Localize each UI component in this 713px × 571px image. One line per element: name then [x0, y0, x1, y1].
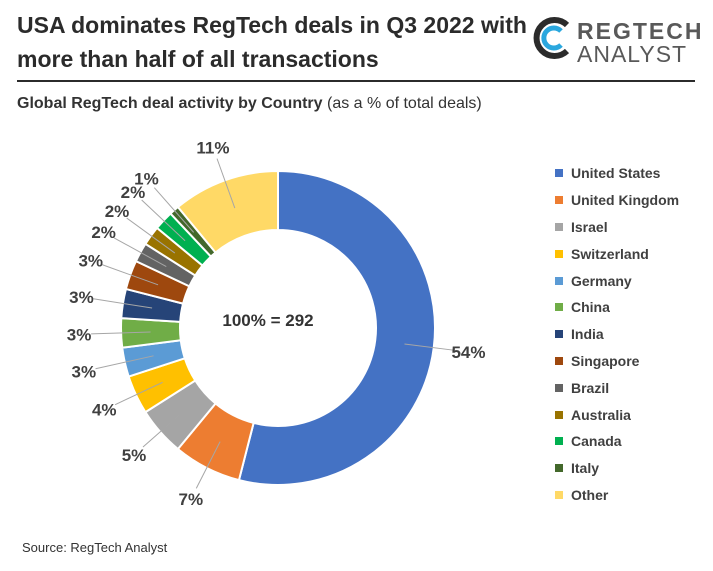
subtitle-normal: (as a % of total deals)	[327, 95, 482, 112]
legend-swatch	[555, 222, 563, 231]
data-label-united-kingdom: 7%	[179, 490, 204, 509]
legend-swatch	[555, 276, 563, 285]
logo-text-line1: REGTECH	[577, 18, 704, 44]
data-label-china: 3%	[67, 325, 92, 344]
legend-swatch	[555, 490, 563, 499]
legend-label: United Kingdom	[571, 192, 680, 209]
data-label-india: 3%	[69, 288, 94, 307]
legend-label: Israel	[571, 218, 608, 235]
legend-item-canada: Canada	[555, 428, 679, 455]
legend-label: Switzerland	[571, 245, 649, 262]
legend-swatch	[555, 330, 563, 339]
chart-subtitle: Global RegTech deal activity by Country …	[17, 95, 482, 113]
leader-line-israel	[142, 411, 183, 448]
legend-swatch	[555, 464, 563, 473]
data-label-other: 11%	[196, 138, 229, 157]
leader-line-united-kingdom	[195, 441, 221, 489]
chart-title: USA dominates RegTech deals in Q3 2022 w…	[17, 12, 527, 72]
legend-item-india: India	[555, 321, 679, 348]
legend-label: Other	[571, 486, 609, 503]
legend-item-china: China	[555, 294, 679, 321]
title-divider	[17, 80, 695, 82]
legend-label: Germany	[571, 272, 632, 289]
subtitle-bold: Global RegTech deal activity by Country	[17, 95, 323, 112]
legend-label: Brazil	[571, 379, 610, 396]
leader-line-singapore	[101, 264, 159, 286]
slice-united-states	[237, 169, 436, 486]
leader-line-china	[91, 331, 151, 335]
legend-item-brazil: Brazil	[555, 374, 679, 401]
legend-swatch	[555, 169, 563, 178]
legend-swatch	[555, 303, 563, 312]
legend-swatch	[555, 249, 563, 258]
legend-item-australia: Australia	[555, 401, 679, 428]
leader-line-italy	[153, 187, 195, 233]
legend-swatch	[555, 437, 563, 446]
legend-item-united-states: United States	[555, 160, 679, 187]
legend-item-italy: Italy	[555, 455, 679, 482]
data-label-australia: 2%	[105, 202, 130, 221]
data-label-italy: 1%	[134, 170, 159, 189]
legend-item-israel: Israel	[555, 214, 679, 241]
legend-label: Singapore	[571, 352, 640, 369]
data-label-israel: 5%	[122, 446, 147, 465]
data-label-germany: 3%	[72, 362, 97, 381]
legend-item-other: Other	[555, 482, 679, 509]
leader-line-australia	[126, 217, 176, 254]
data-label-united-states: 54%	[451, 343, 485, 362]
leader-line-germany	[95, 355, 154, 370]
legend-label: Australia	[571, 406, 631, 423]
legend-swatch	[555, 410, 563, 419]
data-label-switzerland: 4%	[92, 401, 117, 420]
legend-item-singapore: Singapore	[555, 348, 679, 375]
slice-other	[176, 169, 279, 254]
leader-line-brazil	[113, 237, 167, 268]
donut-slices	[120, 169, 436, 486]
legend-label: China	[571, 299, 610, 316]
data-label-canada: 2%	[121, 183, 146, 202]
label-leader-lines	[91, 158, 457, 489]
logo-text-line2: ANALYST	[577, 41, 688, 67]
legend-label: United States	[571, 165, 661, 182]
data-labels: 54%7%5%4%3%3%3%3%2%2%2%1%11%	[67, 138, 486, 509]
chart-legend: United States United Kingdom Israel Switzer…	[555, 160, 679, 508]
legend-label: Italy	[571, 460, 600, 477]
leader-line-canada	[141, 199, 186, 242]
logo-ring-icon	[533, 17, 570, 59]
leader-line-switzerland	[114, 381, 163, 406]
legend-item-united-kingdom: United Kingdom	[555, 187, 679, 214]
leader-line-india	[93, 298, 153, 309]
source-note: Source: RegTech Analyst	[22, 540, 168, 555]
data-label-brazil: 2%	[91, 223, 116, 242]
data-label-singapore: 3%	[78, 252, 103, 271]
donut-chart: 54%7%5%4%3%3%3%3%2%2%2%1%11% 100% = 292	[67, 138, 486, 509]
legend-swatch	[555, 356, 563, 365]
legend-item-switzerland: Switzerland	[555, 240, 679, 267]
legend-swatch	[555, 196, 563, 205]
legend-label: India	[571, 326, 604, 343]
center-total-label: 100% = 292	[222, 311, 313, 330]
leader-line-other	[216, 158, 236, 209]
legend-label: Canada	[571, 433, 622, 450]
legend-item-germany: Germany	[555, 267, 679, 294]
regtech-analyst-logo: REGTECH ANALYST	[530, 13, 705, 73]
leader-line-united-states	[404, 343, 457, 352]
legend-swatch	[555, 383, 563, 392]
